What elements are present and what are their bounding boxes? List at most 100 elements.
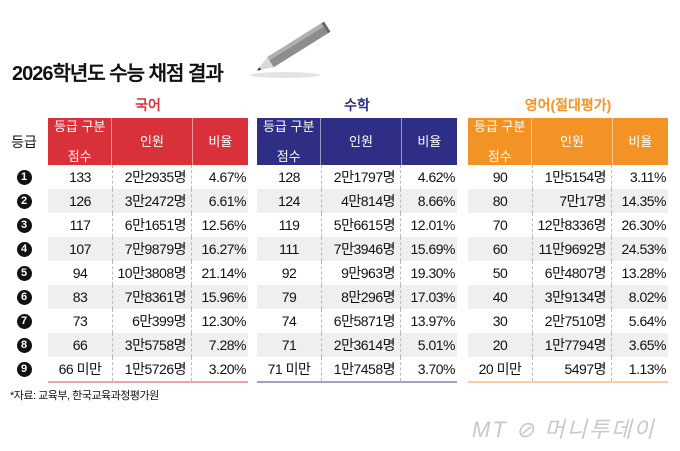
- table-row: 66 미만 1만5726명 3.20%: [48, 357, 248, 381]
- grade-badge: 9: [16, 361, 32, 377]
- cutoff-score: 128: [278, 169, 300, 185]
- student-count: 7만9879명: [112, 237, 192, 261]
- student-count: 12만8336명: [532, 213, 612, 237]
- cutoff-score: 94: [72, 265, 88, 281]
- student-count: 4만814명: [321, 189, 401, 213]
- grade-row: 6: [4, 285, 44, 309]
- ratio: 8.66%: [417, 193, 456, 209]
- grade-badge: 1: [16, 169, 32, 185]
- header-cutoff: 등급 구분 점수: [468, 118, 533, 165]
- student-count: 1만7794명: [532, 333, 612, 357]
- cutoff-score: 124: [278, 193, 300, 209]
- cutoff-score: 119: [278, 217, 300, 233]
- grade-badge: 4: [16, 241, 32, 257]
- header-cutoff-label: 점수: [276, 149, 301, 164]
- student-count: 7만8361명: [112, 285, 192, 309]
- table-row: 70 12만8336명 26.30%: [468, 213, 668, 237]
- table-row: 111 7만3946명 15.69%: [257, 237, 457, 261]
- grade-row: 1: [4, 165, 44, 189]
- table-bottom-rule: [48, 381, 248, 383]
- table-row: 20 1만7794명 3.65%: [468, 333, 668, 357]
- ratio: 6.61%: [208, 193, 247, 209]
- table-row: 74 6만5871명 13.97%: [257, 309, 457, 333]
- ratio: 13.28%: [621, 265, 667, 281]
- student-count: 9만963명: [321, 261, 401, 285]
- student-count: 6만1651명: [112, 213, 192, 237]
- subject-title: 영어(절대평가): [524, 97, 612, 113]
- student-count: 2만3614명: [321, 333, 401, 357]
- header-cutoff: 등급 구분 점수: [257, 118, 322, 165]
- table-row: 73 6만399명 12.30%: [48, 309, 248, 333]
- student-count: 3만9134명: [532, 285, 612, 309]
- table-bottom-rule: [257, 381, 457, 383]
- ratio: 3.11%: [629, 169, 667, 185]
- ratio: 21.14%: [201, 265, 247, 281]
- grade-row: 2: [4, 189, 44, 213]
- grade-row: 5: [4, 261, 44, 285]
- subject-title: 수학: [344, 97, 370, 113]
- table-row: 90 1만5154명 3.11%: [468, 165, 668, 189]
- grade-row: 7: [4, 309, 44, 333]
- student-count: 6만5871명: [321, 309, 401, 333]
- ratio: 15.96%: [201, 289, 247, 305]
- ratio: 7.28%: [208, 337, 247, 353]
- header-ratio: 비율: [628, 134, 653, 149]
- ratio: 1.13%: [628, 361, 667, 377]
- table-header: 등급 구분 점수 인원 비율: [257, 118, 457, 165]
- cutoff-score: 73: [72, 313, 88, 329]
- student-count: 3만5758명: [112, 333, 192, 357]
- cutoff-score: 117: [69, 217, 91, 233]
- header-count: 인원: [532, 118, 613, 165]
- cutoff-score: 20: [492, 337, 508, 353]
- grade-badge: 6: [16, 289, 32, 305]
- student-count: 8만296명: [321, 285, 401, 309]
- student-count: 7만17명: [532, 189, 612, 213]
- ratio: 12.01%: [410, 217, 456, 233]
- table-row: 80 7만17명 14.35%: [468, 189, 668, 213]
- ratio: 17.03%: [410, 289, 456, 305]
- ratio: 15.69%: [410, 241, 456, 257]
- grade-row: 9: [4, 357, 44, 381]
- ratio: 24.53%: [621, 241, 667, 257]
- header-cutoff-label: 점수: [67, 149, 92, 164]
- ratio: 12.56%: [201, 217, 247, 233]
- cutoff-score: 107: [69, 241, 91, 257]
- header-ratio: 비율: [208, 134, 233, 149]
- cutoff-score: 74: [281, 313, 297, 329]
- table-row: 30 2만7510명 5.64%: [468, 309, 668, 333]
- cutoff-score: 50: [492, 265, 508, 281]
- ratio: 4.67%: [208, 169, 247, 185]
- table-row: 20 미만 5497명 1.13%: [468, 357, 668, 381]
- ratio: 16.27%: [201, 241, 247, 257]
- cutoff-score: 71 미만: [267, 361, 311, 377]
- student-count: 1만5154명: [532, 165, 612, 189]
- header-cutoff-label: 등급 구분: [53, 119, 106, 134]
- ratio: 13.97%: [410, 313, 456, 329]
- table-bottom-rule: [468, 381, 668, 383]
- header-count: 인원: [321, 118, 402, 165]
- table-row: 128 2만1797명 4.62%: [257, 165, 457, 189]
- student-count: 5497명: [532, 357, 612, 381]
- table-row: 126 3만2472명 6.61%: [48, 189, 248, 213]
- cutoff-score: 66: [72, 337, 88, 353]
- subject-table: 국어 등급 구분 점수 인원 비율 133 2만2935명 4.67% 126 3만2472명 6.…: [48, 94, 248, 383]
- ratio: 3.65%: [628, 337, 667, 353]
- grade-badge: 8: [16, 337, 32, 353]
- cutoff-score: 40: [492, 289, 508, 305]
- ratio: 26.30%: [621, 217, 667, 233]
- table-row: 50 6만4807명 13.28%: [468, 261, 668, 285]
- table-row: 79 8만296명 17.03%: [257, 285, 457, 309]
- student-count: 2만7510명: [532, 309, 612, 333]
- grade-row: 4: [4, 237, 44, 261]
- grade-badge: 3: [16, 217, 32, 233]
- student-count: 1만7458명: [321, 357, 401, 381]
- cutoff-score: 20 미만: [478, 361, 522, 377]
- grade-badge: 2: [16, 193, 32, 209]
- grade-column: 1 2 3 4 5 6 7 8 9: [4, 165, 44, 381]
- page-title: 2026학년도 수능 채점 결과: [12, 63, 224, 85]
- ratio: 3.70%: [417, 361, 456, 377]
- subject-table: 영어(절대평가) 등급 구분 점수 인원 비율 90 1만5154명 3.11% 80 7만17명…: [468, 94, 668, 383]
- table-row: 40 3만9134명 8.02%: [468, 285, 668, 309]
